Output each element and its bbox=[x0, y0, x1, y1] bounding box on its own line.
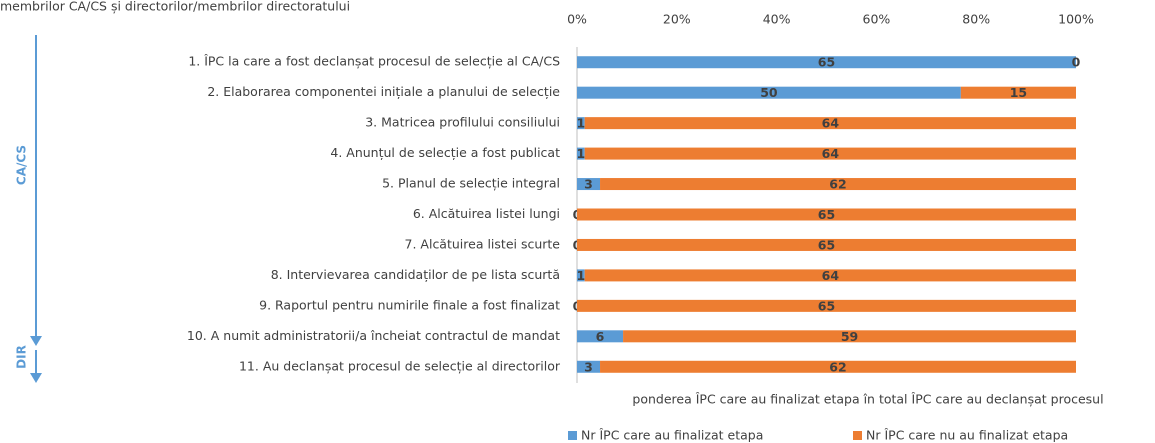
x-tick-label: 60% bbox=[863, 12, 891, 27]
y-tick-label: 11. Au declanșat procesul de selecție al… bbox=[239, 358, 561, 373]
bar-segment bbox=[584, 147, 1076, 160]
x-tick-label: 100% bbox=[1058, 12, 1094, 27]
y-tick-label: 1. ÎPC la care a fost declanșat procesul… bbox=[188, 54, 560, 69]
bar-segment bbox=[584, 117, 1076, 130]
y-tick-label: 6. Alcătuirea listei lungi bbox=[413, 206, 560, 221]
y-tick-label: 4. Anunțul de selecție a fost publicat bbox=[330, 145, 560, 160]
y-tick-label: 8. Intervievarea candidaților de pe list… bbox=[271, 267, 560, 282]
bar-segment bbox=[623, 330, 1076, 343]
annotation: CA/CS bbox=[15, 145, 29, 185]
annotation: DIR bbox=[15, 345, 29, 369]
bar-segment bbox=[600, 178, 1076, 191]
bar-segment bbox=[577, 269, 585, 282]
y-tick-label: 2. Elaborarea componentei inițiale a pla… bbox=[207, 84, 560, 99]
bar-segment bbox=[577, 117, 585, 130]
data-label: 65 bbox=[818, 207, 835, 222]
bar-segment bbox=[600, 360, 1076, 373]
x-tick-label: 0% bbox=[567, 12, 587, 27]
y-tick-label: 9. Raportul pentru numirile finale a fos… bbox=[259, 297, 560, 312]
legend-label: Nr ÎPC care au finalizat etapa bbox=[581, 428, 763, 443]
data-label: 3 bbox=[584, 359, 593, 374]
data-label: 0 bbox=[1072, 55, 1081, 70]
x-tick-label: 40% bbox=[763, 12, 791, 27]
data-label: 65 bbox=[818, 237, 835, 252]
bar-segment bbox=[577, 178, 601, 191]
data-label: 64 bbox=[822, 268, 840, 283]
data-label: 62 bbox=[829, 177, 846, 192]
bar-segment bbox=[577, 86, 961, 99]
legend-swatch bbox=[568, 431, 577, 440]
data-label: 3 bbox=[584, 177, 593, 192]
bar-segment bbox=[960, 86, 1076, 99]
chart-title: membrilor CA/CS și directorilor/membrilo… bbox=[0, 0, 350, 14]
data-label: 1 bbox=[576, 146, 585, 161]
data-label: 59 bbox=[841, 329, 858, 344]
bar-segment bbox=[577, 208, 1076, 221]
bar-segment bbox=[577, 299, 1076, 312]
data-label: 6 bbox=[596, 329, 605, 344]
data-label: 50 bbox=[760, 85, 778, 100]
y-tick-label: 10. A numit administratorii/a încheiat c… bbox=[187, 328, 560, 343]
bar-segment bbox=[577, 238, 1076, 251]
bar-segment bbox=[577, 147, 585, 160]
bar-segment bbox=[577, 360, 601, 373]
bar-segment bbox=[577, 56, 1076, 69]
x-axis-title: ponderea ÎPC care au finalizat etapa în … bbox=[632, 392, 1103, 407]
bar-segment bbox=[577, 330, 624, 343]
arrow-head bbox=[30, 336, 42, 346]
data-label: 1 bbox=[576, 268, 585, 283]
data-label: 62 bbox=[829, 359, 846, 374]
legend-label: Nr ÎPC care nu au finalizat etapa bbox=[866, 428, 1068, 443]
data-label: 65 bbox=[818, 298, 835, 313]
y-tick-label: 5. Planul de selecție integral bbox=[382, 176, 560, 191]
arrow-head bbox=[30, 373, 42, 383]
x-tick-label: 20% bbox=[663, 12, 691, 27]
y-tick-label: 3. Matricea profilului consiliului bbox=[365, 115, 560, 130]
data-label: 1 bbox=[576, 116, 585, 131]
data-label: 64 bbox=[822, 146, 840, 161]
data-label: 15 bbox=[1010, 85, 1027, 100]
y-tick-label: 7. Alcătuirea listei scurte bbox=[405, 236, 561, 251]
data-label: 64 bbox=[822, 116, 840, 131]
bar-segment bbox=[584, 269, 1076, 282]
legend-swatch bbox=[853, 431, 862, 440]
data-label: 65 bbox=[818, 55, 835, 70]
x-tick-label: 80% bbox=[962, 12, 990, 27]
